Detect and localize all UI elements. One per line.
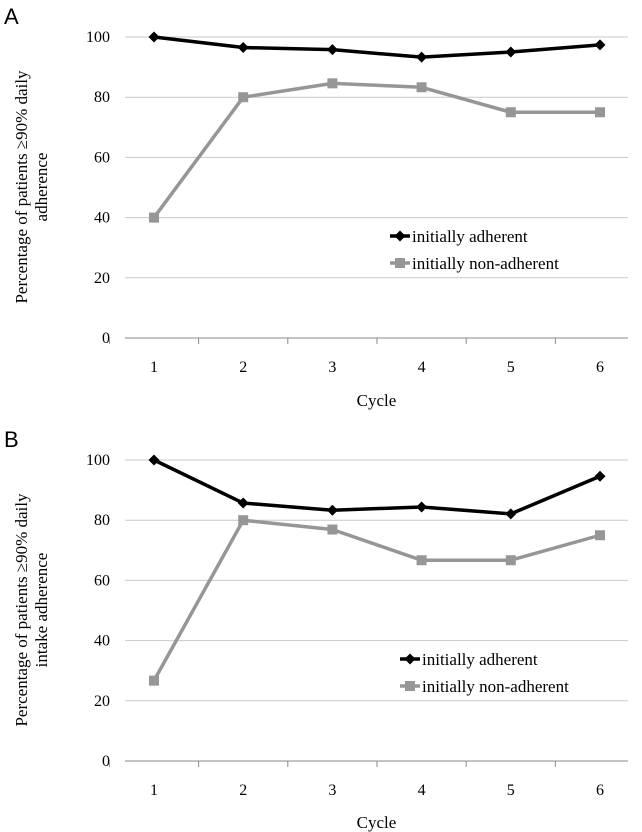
x-tick-label: 2 [239,359,247,376]
x-tick-label: 6 [596,359,604,376]
data-point [327,524,338,535]
data-point [505,46,517,58]
data-point [594,470,606,482]
series-initially-non-adherent [149,515,605,686]
legend-label: initially adherent [412,227,528,246]
x-axis-title: Cycle [357,391,397,410]
series-line [153,35,601,59]
y-tick-label: 20 [94,270,110,287]
data-point [416,555,427,566]
data-point [595,530,605,541]
x-tick-label: 5 [507,359,515,376]
data-point [238,92,249,103]
legend-marker [405,681,415,691]
y-axis-title-line: Percentage of patients ≥90% daily [12,493,31,727]
y-tick-label: 20 [94,693,110,710]
y-tick-label: 80 [94,89,110,106]
y-axis-title-line: intake adherence [32,553,51,668]
legend-item: initially adherent [400,650,538,669]
data-point [327,78,338,89]
y-axis-title: Percentage of patients ≥90% daily adheren… [12,70,51,304]
x-tick-label: 2 [239,782,247,799]
y-axis-title-line: Percentage of patients ≥90% daily [12,70,31,304]
legend-marker [404,653,416,665]
y-tick-label: 40 [94,633,110,650]
x-tick-label: 6 [596,782,604,799]
y-tick-label: 80 [94,512,110,529]
y-tick-label: 40 [94,210,110,227]
chart-panel-a: A 0 20 40 60 80 100 1 2 3 4 5 6 Cycle Percentage of p… [4,4,628,410]
data-point [149,675,159,686]
data-point [505,555,516,566]
y-tick-label: 0 [102,330,110,347]
y-tick-label: 100 [86,452,110,469]
y-axis-title: Percentage of patients ≥90% daily intake … [12,493,51,727]
y-axis-title-line: adherence [32,153,51,222]
y-tick-label: 100 [86,29,110,46]
legend: initially adherent initially non-adherent [400,650,569,696]
x-tick-label: 4 [418,359,426,376]
legend-label: initially non-adherent [422,677,569,696]
data-point [505,508,517,520]
x-tick-label: 3 [328,359,336,376]
series-initially-non-adherent [149,78,605,223]
data-point [505,107,516,118]
legend-marker [394,230,406,242]
series-line [152,81,600,219]
data-point [595,107,605,118]
data-point [416,51,428,63]
x-tick-label: 3 [328,782,336,799]
data-point [416,501,428,513]
data-point [237,42,249,54]
data-point [416,82,427,93]
x-tick-label: 1 [150,359,158,376]
data-point [326,44,338,56]
legend-item: initially non-adherent [400,677,569,696]
series-line [153,458,601,516]
data-point [148,31,160,43]
x-axis-title: Cycle [357,813,397,832]
data-point [594,39,606,51]
legend-marker [395,258,405,268]
series-initially-adherent [148,454,606,520]
legend-item: initially non-adherent [390,254,559,273]
y-tick-label: 0 [102,753,110,770]
legend-label: initially adherent [422,650,538,669]
panel-label: B [4,427,19,452]
data-point [148,454,160,466]
legend-label: initially non-adherent [412,254,559,273]
chart-panel-b: B 0 20 40 60 80 100 1 2 3 4 5 6 Cycle Percentage of p… [4,427,628,832]
data-point [149,212,159,223]
data-point [326,504,338,516]
y-tick-label: 60 [94,572,110,589]
panel-label: A [4,4,19,29]
y-tick-label: 60 [94,149,110,166]
data-point [238,515,249,526]
x-tick-label: 1 [150,782,158,799]
data-point [237,497,249,509]
x-tick-label: 5 [507,782,515,799]
legend: initially adherent initially non-adherent [390,227,559,273]
x-tick-label: 4 [418,782,426,799]
series-line [152,518,601,682]
series-initially-adherent [148,31,606,63]
legend-item: initially adherent [390,227,528,246]
